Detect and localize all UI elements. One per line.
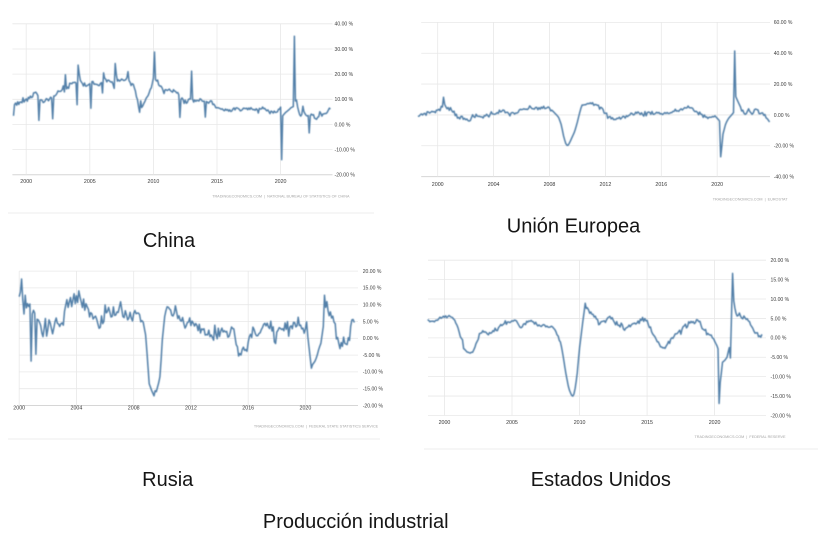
svg-text:TRADINGECONOMICS.COM | FEDER: TRADINGECONOMICS.COM | FEDERAL RESERVE	[695, 435, 786, 439]
svg-text:2020: 2020	[709, 420, 721, 426]
svg-text:2000: 2000	[432, 182, 444, 188]
svg-text:2000: 2000	[13, 406, 25, 412]
svg-text:40.00 %: 40.00 %	[774, 51, 793, 57]
svg-text:2015: 2015	[211, 179, 223, 185]
svg-text:2016: 2016	[655, 182, 667, 188]
svg-text:TRADINGECONOMICS.COM | NATIO: TRADINGECONOMICS.COM | NATIONAL BUREAU O…	[212, 195, 350, 199]
svg-text:5.00 %: 5.00 %	[363, 319, 379, 325]
svg-text:2020: 2020	[300, 406, 312, 412]
svg-text:China: China	[143, 230, 196, 252]
svg-text:0.00 %: 0.00 %	[335, 122, 351, 128]
svg-text:20.00 %: 20.00 %	[771, 258, 790, 264]
svg-text:2004: 2004	[71, 406, 83, 412]
svg-text:2012: 2012	[600, 182, 612, 188]
svg-text:TRADINGECONOMICS.COM | FEDER: TRADINGECONOMICS.COM | FEDERAL STATE STA…	[254, 424, 379, 428]
svg-text:20.00 %: 20.00 %	[363, 269, 382, 275]
svg-text:20.00 %: 20.00 %	[774, 82, 793, 88]
svg-text:2020: 2020	[711, 182, 723, 188]
svg-text:2020: 2020	[275, 179, 287, 185]
svg-text:60.00 %: 60.00 %	[774, 20, 793, 26]
svg-text:10.00 %: 10.00 %	[363, 303, 382, 309]
svg-text:2005: 2005	[506, 420, 518, 426]
svg-text:-20.00 %: -20.00 %	[363, 403, 384, 409]
svg-text:0.00 %: 0.00 %	[771, 336, 787, 342]
svg-text:2005: 2005	[84, 179, 96, 185]
svg-text:Unión Europea: Unión Europea	[507, 216, 641, 238]
svg-text:-40.00 %: -40.00 %	[774, 174, 795, 180]
svg-text:-15.00 %: -15.00 %	[771, 394, 792, 400]
svg-text:10.00 %: 10.00 %	[335, 97, 354, 103]
svg-text:40.00 %: 40.00 %	[335, 22, 354, 28]
svg-text:2010: 2010	[148, 179, 160, 185]
svg-text:-10.00 %: -10.00 %	[335, 147, 356, 153]
svg-text:-20.00 %: -20.00 %	[771, 413, 792, 419]
svg-text:2012: 2012	[185, 406, 197, 412]
svg-text:2015: 2015	[641, 420, 653, 426]
svg-text:0.00 %: 0.00 %	[774, 113, 790, 119]
svg-text:0.00 %: 0.00 %	[363, 336, 379, 342]
svg-text:10.00 %: 10.00 %	[771, 297, 790, 303]
svg-text:30.00 %: 30.00 %	[335, 47, 354, 53]
svg-text:Rusia: Rusia	[142, 469, 194, 491]
svg-text:15.00 %: 15.00 %	[771, 277, 790, 283]
svg-text:2000: 2000	[439, 420, 451, 426]
svg-text:-20.00 %: -20.00 %	[335, 173, 356, 179]
svg-text:2016: 2016	[242, 406, 254, 412]
svg-text:2008: 2008	[128, 406, 140, 412]
svg-text:TRADINGECONOMICS.COM | EUROS: TRADINGECONOMICS.COM | EUROSTAT	[713, 198, 789, 202]
svg-text:Estados Unidos: Estados Unidos	[531, 469, 671, 491]
svg-text:15.00 %: 15.00 %	[363, 286, 382, 292]
svg-text:20.00 %: 20.00 %	[335, 72, 354, 78]
svg-text:5.00 %: 5.00 %	[771, 316, 787, 322]
svg-text:-5.00 %: -5.00 %	[771, 355, 789, 361]
svg-text:-5.00 %: -5.00 %	[363, 353, 381, 359]
svg-text:2000: 2000	[20, 179, 32, 185]
svg-text:2008: 2008	[544, 182, 556, 188]
svg-text:-20.00 %: -20.00 %	[774, 144, 795, 150]
svg-text:Producción industrial: Producción industrial	[263, 511, 449, 533]
svg-text:-15.00 %: -15.00 %	[363, 387, 384, 393]
svg-text:-10.00 %: -10.00 %	[363, 370, 384, 376]
svg-text:2004: 2004	[488, 182, 500, 188]
svg-text:2010: 2010	[574, 420, 586, 426]
svg-text:-10.00 %: -10.00 %	[771, 375, 792, 381]
